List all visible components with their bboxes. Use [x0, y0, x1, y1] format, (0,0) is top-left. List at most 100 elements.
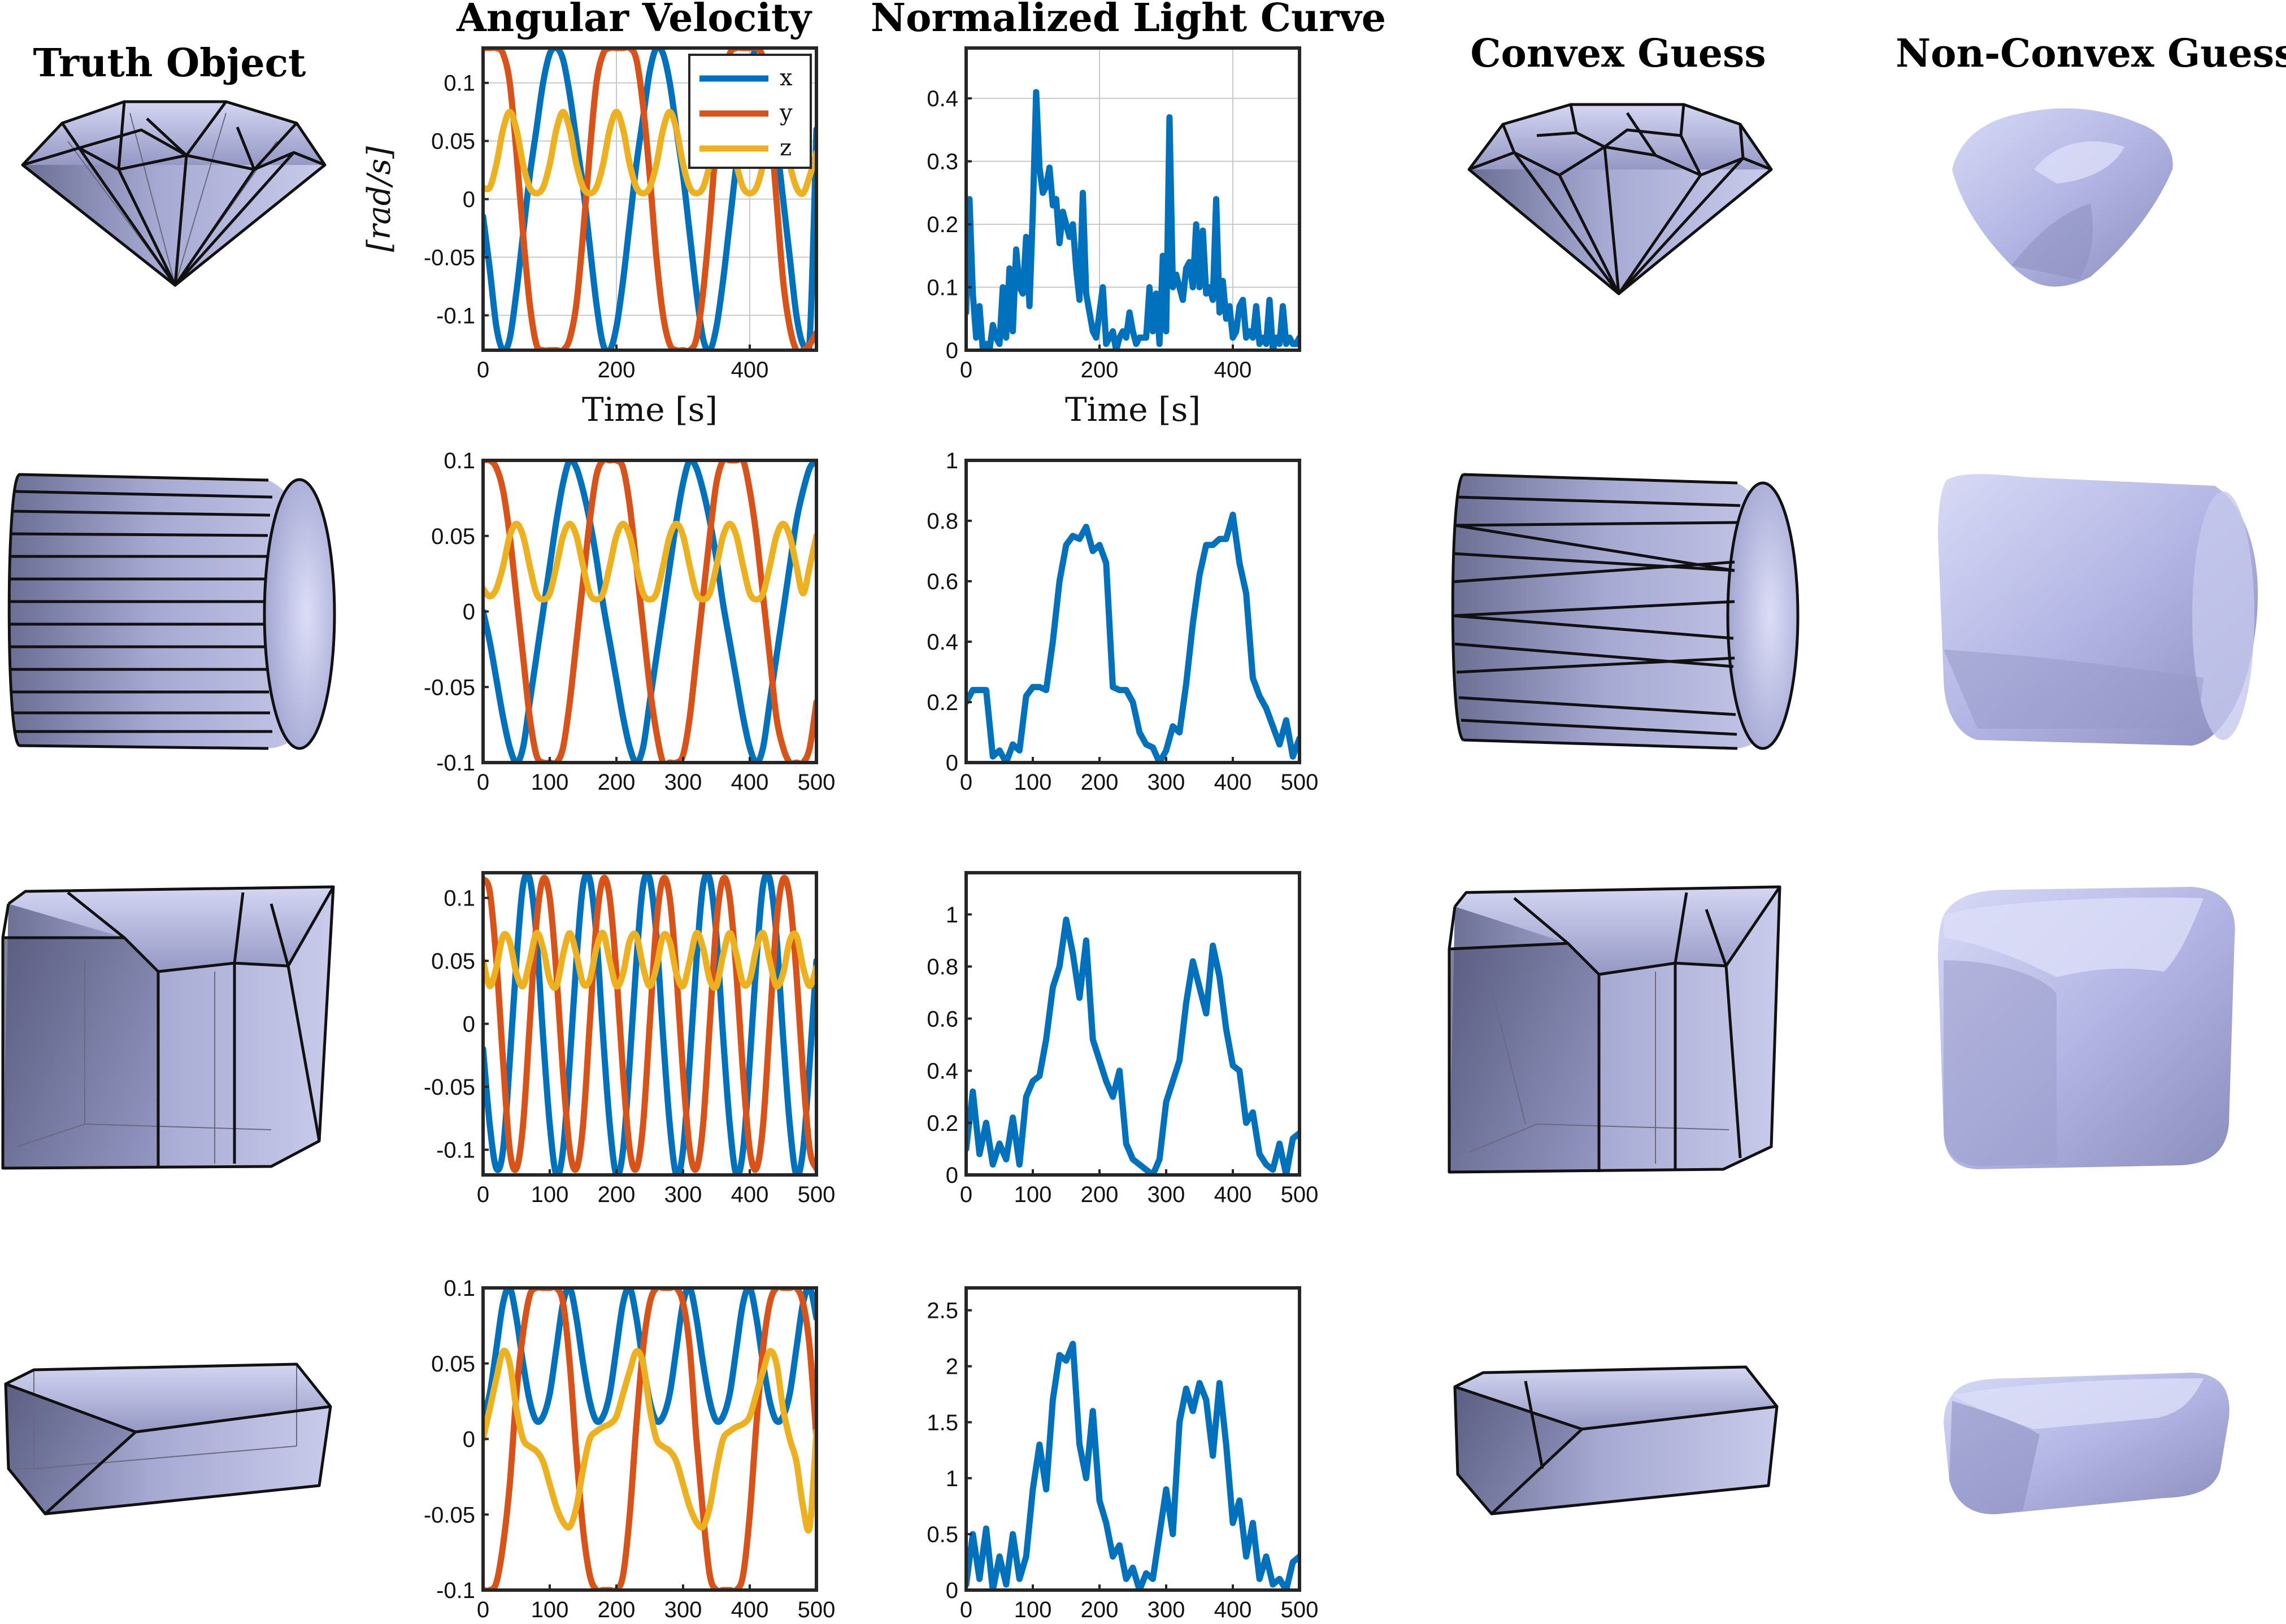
- header-angular-velocity: Angular Velocity: [456, 0, 812, 41]
- y-tick-label: 0: [946, 338, 958, 363]
- angular-velocity-plot-4: 0 100 200 300 400 500 0.1 0.05 0 -0.05 -0.1: [424, 1276, 836, 1622]
- series-group: [966, 916, 1300, 1175]
- series-line-z: [483, 1347, 816, 1534]
- x-tick-label: 400: [1214, 1182, 1252, 1207]
- legend-label-z: z: [780, 135, 792, 161]
- non-convex-guess-diamond: [1952, 108, 2173, 287]
- header-non-convex-guess: Non-Convex Guess: [1896, 31, 2286, 76]
- y-tick-label: 1: [946, 903, 958, 928]
- y-tick-label: 0.1: [444, 886, 475, 911]
- x-tick-label: 400: [1214, 1597, 1252, 1622]
- truth-object-block: [1, 885, 335, 1170]
- series-group: [966, 1340, 1300, 1590]
- x-tick-label: 300: [664, 1597, 702, 1622]
- x-tick-label: 300: [664, 1182, 702, 1207]
- x-tick-label: 400: [1214, 358, 1252, 382]
- series-line-light: [966, 89, 1300, 350]
- convex-guess-block: [1448, 885, 1781, 1174]
- y-tick-label: 0.1: [444, 71, 475, 96]
- y-tick-label: 0.6: [927, 1007, 958, 1031]
- x-tick-label: 300: [664, 770, 702, 795]
- y-tick-label: 0.1: [927, 276, 958, 301]
- x-tick-label: 400: [731, 770, 769, 795]
- header-light-curve: Normalized Light Curve: [871, 0, 1386, 41]
- x-tick-label: 100: [1014, 770, 1052, 795]
- x-tick-label: 200: [598, 1182, 636, 1207]
- x-tick-label: 200: [1081, 1182, 1119, 1207]
- x-tick-label: 200: [598, 1597, 636, 1622]
- y-tick-label: -0.05: [424, 1503, 475, 1527]
- x-tick-label: 0: [477, 770, 489, 795]
- angular-velocity-plot-2: 0 100 200 300 400 500 0.1 0.05 0 -0.05 -0.1: [424, 449, 836, 795]
- plot-frame: [964, 46, 1301, 352]
- y-tick-label: 0.2: [927, 690, 958, 715]
- y-tick-label: 0: [946, 1578, 958, 1603]
- light-curve-plot-3: 0 100 200 300 400 500 1 0.8 0.6 0.4 0.2 0: [927, 871, 1319, 1207]
- y-tick-label: 0: [946, 1163, 958, 1188]
- y-tick-label: -0.1: [436, 1138, 475, 1163]
- y-tick-label: 0.4: [927, 86, 958, 111]
- series-line-y: [483, 874, 816, 1173]
- y-tick-label: -0.1: [436, 303, 475, 328]
- x-tick-label: 0: [477, 358, 489, 382]
- x-tick-label: 500: [1281, 1182, 1319, 1207]
- light-curve-plot-4: 0 100 200 300 400 500 2.5 2 1.5 1 0.5 0: [927, 1286, 1318, 1622]
- y-tick-label: 0: [463, 188, 475, 212]
- x-tick-label: 200: [598, 770, 636, 795]
- x-tick-label: 200: [1081, 770, 1119, 795]
- truth-object-cylinder: [7, 473, 336, 750]
- y-tick-label: 0: [463, 1427, 475, 1452]
- x-tick-label: 0: [960, 1182, 972, 1207]
- x-tick-label: 500: [1281, 770, 1319, 795]
- y-tick-label: 0.05: [431, 129, 475, 154]
- y-tick-label: 0.8: [927, 955, 958, 979]
- x-tick-label: 300: [1148, 770, 1185, 795]
- non-convex-guess-cylinder: [1938, 474, 2258, 746]
- y-tick-label: 0.1: [444, 1276, 475, 1301]
- non-convex-guess-prism: [1944, 1373, 2229, 1514]
- x-tick-label: 200: [1081, 1597, 1119, 1622]
- x-tick-label: 0: [477, 1182, 489, 1207]
- x-tick-label: 500: [798, 1597, 836, 1622]
- legend-label-y: y: [779, 100, 793, 126]
- x-tick-label: 100: [1014, 1597, 1052, 1622]
- x-tick-label: 0: [960, 770, 972, 795]
- series-line-light: [966, 916, 1300, 1175]
- x-tick-label: 0: [960, 1597, 972, 1622]
- x-tick-label: 400: [731, 1182, 769, 1207]
- y-tick-label: 0.05: [431, 949, 475, 974]
- x-tick-label: 100: [531, 1182, 569, 1207]
- series-line-light: [966, 511, 1300, 763]
- x-tick-label: 400: [1214, 770, 1252, 795]
- legend-label-x: x: [780, 65, 793, 91]
- plot-frame: [964, 871, 1301, 1177]
- y-tick-label: 0.05: [431, 1352, 475, 1377]
- y-tick-label: -0.1: [436, 1578, 475, 1603]
- y-tick-label: 2: [946, 1355, 958, 1379]
- x-tick-label: 100: [531, 770, 569, 795]
- y-tick-label: 0: [463, 600, 475, 625]
- plot-frame: [964, 459, 1301, 764]
- y-axis-label: [rad/s]: [361, 146, 398, 252]
- y-tick-label: 0.2: [927, 1111, 958, 1136]
- non-convex-guess-block: [1938, 887, 2235, 1169]
- y-tick-label: 0: [463, 1012, 475, 1037]
- series-group: [483, 873, 816, 1175]
- series-group: [966, 89, 1300, 350]
- y-tick-label: -0.05: [424, 675, 475, 700]
- y-tick-label: 0.5: [927, 1522, 958, 1547]
- y-tick-label: -0.1: [436, 751, 475, 776]
- x-tick-label: 100: [531, 1597, 569, 1622]
- series-line-z: [483, 520, 816, 603]
- x-tick-label: 0: [477, 1597, 489, 1622]
- x-tick-label: 200: [598, 358, 636, 382]
- light-curve-plot-1: 0 200 400 0.4 0.3 0.2 0.1 0 Time [s]: [927, 46, 1301, 429]
- y-tick-label: 0.4: [927, 1059, 958, 1084]
- x-tick-label: 100: [1014, 1182, 1052, 1207]
- convex-guess-diamond: [1467, 103, 1773, 295]
- y-tick-label: 0.8: [927, 509, 958, 534]
- y-tick-label: -0.05: [424, 245, 475, 270]
- y-tick-label: 0.1: [444, 449, 475, 473]
- x-tick-label: 200: [1081, 358, 1119, 382]
- y-tick-label: 0.05: [431, 524, 475, 549]
